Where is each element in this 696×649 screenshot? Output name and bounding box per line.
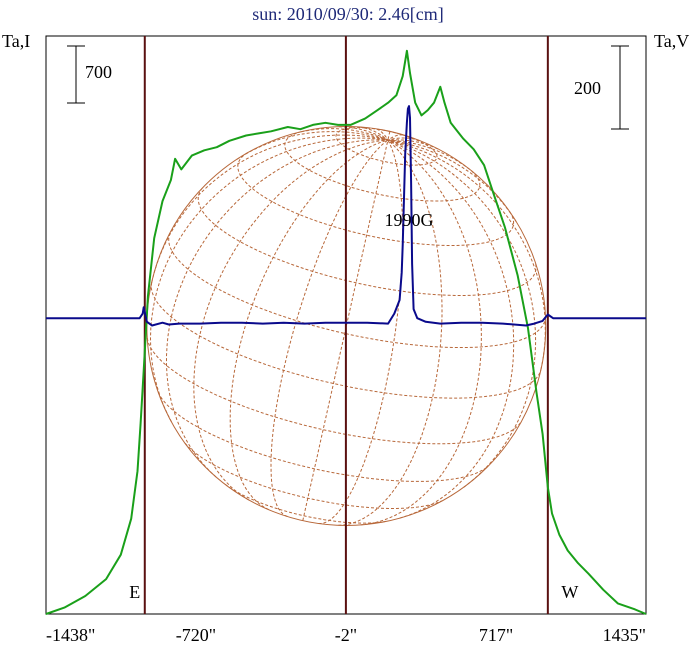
longitude-line xyxy=(387,139,517,223)
latitude-line xyxy=(335,127,438,166)
longitude-line xyxy=(149,137,388,423)
latitude-line xyxy=(168,232,546,348)
longitude-line xyxy=(166,139,388,478)
longitude-line xyxy=(376,128,389,141)
longitude-line xyxy=(270,139,389,517)
east-limb-label: E xyxy=(129,582,140,602)
series-line-stokes-v xyxy=(46,105,646,327)
longitude-line xyxy=(387,134,403,141)
longitude-line xyxy=(236,131,389,160)
latitude-line xyxy=(146,338,522,445)
longitude-line xyxy=(359,126,389,141)
longitude-line xyxy=(387,139,438,150)
left-y-axis-label: Ta,I xyxy=(2,31,30,51)
latitude-line xyxy=(197,187,537,296)
x-tick-label: -720" xyxy=(176,625,216,645)
vertical-markers xyxy=(143,36,549,614)
latitude-line xyxy=(157,392,489,482)
right-scale-label: 200 xyxy=(574,78,601,98)
longitude-line xyxy=(193,139,388,501)
latitude-line xyxy=(224,483,389,524)
longitude-line xyxy=(338,139,443,526)
x-tick-label: 717" xyxy=(479,625,513,645)
axis-labels: E W -1438" -720" -2" 717" 1435" xyxy=(46,582,646,645)
latitude-line xyxy=(237,152,515,246)
right-scale-bar xyxy=(611,45,629,130)
west-limb-label: W xyxy=(561,582,578,602)
latitude-line xyxy=(150,282,542,399)
longitude-line xyxy=(339,126,389,141)
longitude-line xyxy=(302,139,389,521)
longitude-line xyxy=(387,131,391,141)
series-line-stokes-i xyxy=(45,49,647,615)
longitude-line xyxy=(387,139,546,370)
left-scale-bar xyxy=(67,45,85,104)
longitude-line xyxy=(387,137,420,141)
x-tick-label: -1438" xyxy=(46,625,95,645)
longitude-line xyxy=(318,139,404,524)
active-region-label: 1990G xyxy=(384,210,433,230)
latitude-line xyxy=(284,131,481,202)
chart-title: sun: 2010/09/30: 2.46[cm] xyxy=(252,4,444,24)
longitude-line xyxy=(151,134,389,283)
x-tick-label: 1435" xyxy=(603,625,646,645)
longitude-line xyxy=(387,139,537,488)
left-scale-label: 700 xyxy=(85,62,112,82)
longitude-line xyxy=(387,139,515,519)
x-tick-label: -2" xyxy=(335,625,357,645)
right-y-axis-label: Ta,V xyxy=(654,31,689,51)
solar-disk-grid xyxy=(146,126,547,526)
